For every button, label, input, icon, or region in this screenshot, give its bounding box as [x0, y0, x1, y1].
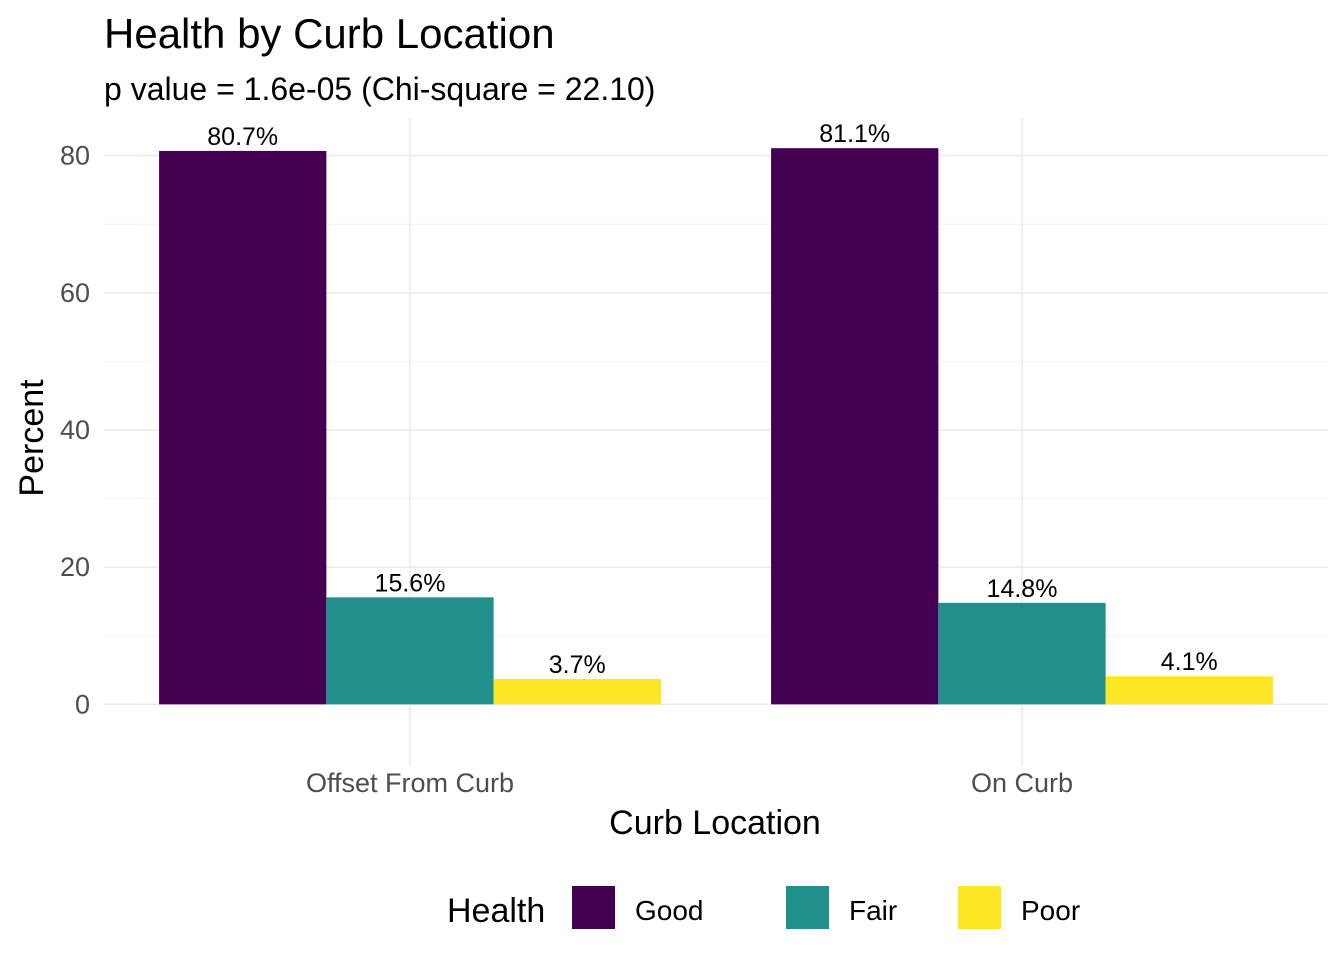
- x-axis-title: Curb Location: [609, 804, 821, 842]
- bar-fair: [938, 602, 1106, 705]
- data-label: 81.1%: [819, 120, 890, 148]
- data-label: 14.8%: [987, 575, 1058, 603]
- x-axis: Offset From Curb On Curb: [306, 768, 1073, 798]
- legend-title: Health: [447, 892, 545, 930]
- chart-subtitle: p value = 1.6e-05 (Chi-square = 22.10): [104, 71, 655, 107]
- bar-good: [159, 150, 327, 705]
- data-labels-layer: 80.7% 15.6% 3.7% 81.1% 14.8% 4.1%: [207, 120, 1217, 679]
- legend-key-poor: [958, 886, 1001, 929]
- legend-label-fair: Fair: [849, 895, 897, 926]
- bar-poor: [493, 678, 661, 705]
- data-label: 3.7%: [549, 651, 606, 679]
- x-tick-label: On Curb: [971, 768, 1073, 798]
- bar-poor: [1105, 676, 1273, 705]
- bars-layer: [159, 148, 1273, 705]
- x-tick-label: Offset From Curb: [306, 768, 514, 798]
- y-tick-label: 20: [60, 552, 90, 582]
- y-axis: 0 20 40 60 80: [60, 141, 90, 720]
- bar-fair: [326, 597, 494, 705]
- data-label: 15.6%: [375, 569, 446, 597]
- data-label: 4.1%: [1161, 648, 1218, 676]
- y-tick-label: 60: [60, 278, 90, 308]
- y-tick-label: 80: [60, 141, 90, 171]
- legend-label-good: Good: [635, 895, 704, 926]
- y-tick-label: 0: [75, 689, 90, 719]
- legend-key-good: [572, 886, 615, 929]
- legend-items: Good Fair Poor: [572, 886, 1080, 929]
- chart-title: Health by Curb Location: [104, 10, 555, 57]
- legend: Health Good Fair Poor: [447, 886, 1080, 930]
- bar-good: [771, 148, 939, 705]
- data-label: 80.7%: [207, 123, 278, 151]
- y-axis-title: Percent: [13, 379, 51, 497]
- legend-key-fair: [786, 886, 829, 929]
- y-tick-label: 40: [60, 415, 90, 445]
- legend-label-poor: Poor: [1021, 895, 1080, 926]
